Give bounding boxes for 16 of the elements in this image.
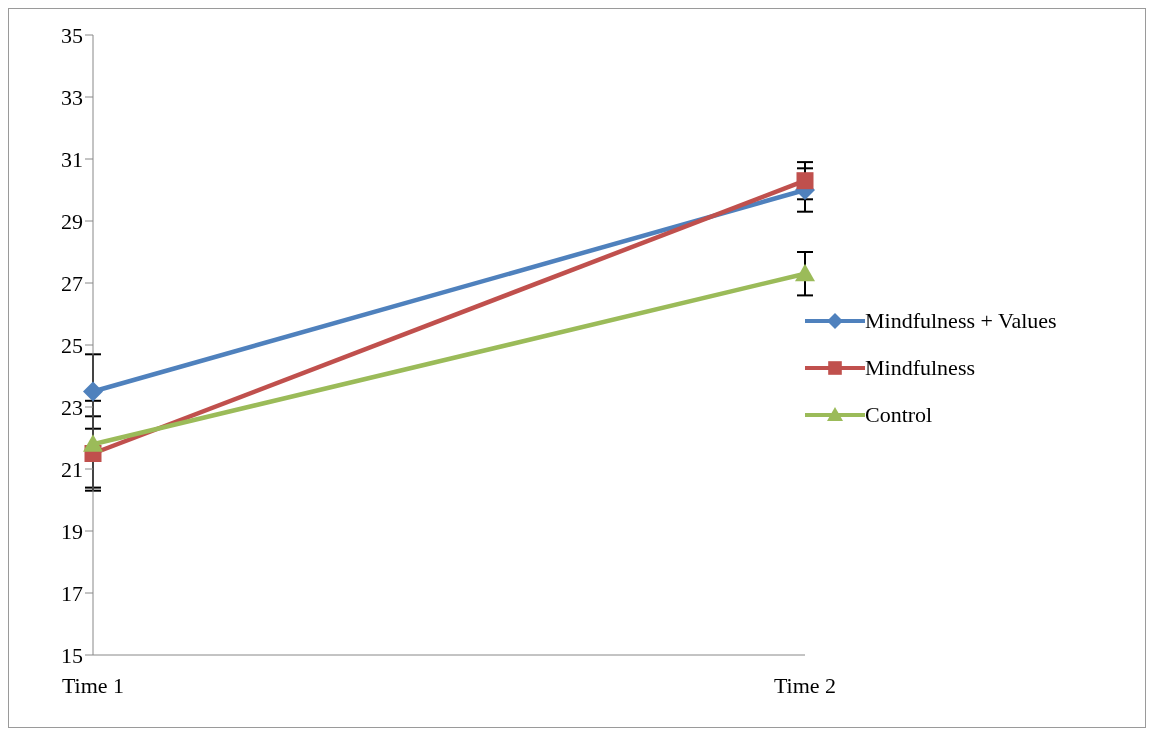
y-tick-label: 23 <box>61 394 83 420</box>
y-tick-label: 17 <box>61 580 83 606</box>
y-tick-label: 29 <box>61 208 83 234</box>
y-tick-label: 35 <box>61 22 83 48</box>
legend-label: Mindfulness + Values <box>865 308 1057 334</box>
legend-label: Mindfulness <box>865 355 975 381</box>
y-tick-label: 33 <box>61 84 83 110</box>
y-tick-label: 31 <box>61 146 83 172</box>
y-tick-label: 27 <box>61 270 83 296</box>
legend-label: Control <box>865 402 933 428</box>
y-tick-label: 19 <box>61 518 83 544</box>
y-tick-label: 25 <box>61 332 83 358</box>
y-tick-label: 15 <box>61 642 83 668</box>
x-tick-label: Time 1 <box>61 672 125 698</box>
y-tick-label: 21 <box>61 456 83 482</box>
x-tick-label: Time 2 <box>773 672 837 698</box>
